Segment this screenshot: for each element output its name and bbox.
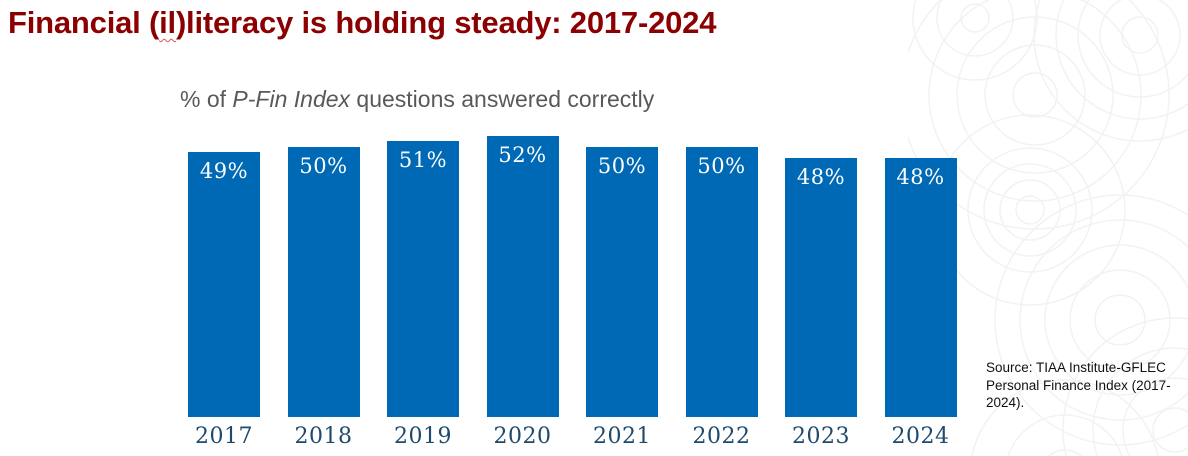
bar-2023: 48% [785,157,857,417]
x-axis-label-2020: 2020 [493,424,552,449]
x-axis-label-2021: 2021 [593,424,651,449]
bar-value-label-2024: 48% [896,164,945,189]
slide-title-misspelled-word: il [159,5,176,40]
bar-value-label-2021: 50% [597,153,647,178]
x-axis-label-2024: 2024 [891,424,950,449]
chart-subtitle-index-name: P-Fin Index [232,86,351,112]
bar-value-label-2023: 48% [796,164,846,189]
slide-title-suffix: )literacy is holding steady: 2017-2024 [175,5,717,40]
source-note: Source: TIAA Institute-GFLEC Personal Fi… [986,360,1171,411]
slide-title: Financial (il)literacy is holding steady… [8,5,716,41]
bar-2024: 48% [884,157,957,417]
bar-2022: 50% [685,146,758,417]
x-axis-label-2022: 2022 [692,424,751,449]
bar-value-label-2017: 49% [199,159,249,184]
bar-value-label-2020: 52% [498,143,547,167]
bar-value-label-2018: 50% [299,153,348,178]
bar-value-label-2022: 50% [697,153,746,178]
chart-subtitle-suffix: questions answered correctly [350,86,655,112]
bar-2021: 50% [586,146,658,417]
bar-2019: 51% [387,141,459,417]
bar-2018: 50% [287,146,360,417]
x-axis: 2017 2018 2019 2020 2021 2022 2023 2024 [188,424,957,449]
bar-value-label-2019: 51% [398,148,448,173]
chart-subtitle: % of P-Fin Index questions answered corr… [180,86,654,113]
bar-chart: 49% 50% 51% 52% 50% 50% 48% 48% [188,136,957,417]
bar-2020: 52% [486,136,559,417]
x-axis-label-2023: 2023 [792,424,850,449]
x-axis-label-2017: 2017 [195,424,253,449]
chart-subtitle-prefix: % of [180,86,233,112]
x-axis-label-2018: 2018 [294,424,353,449]
bar-2017: 49% [188,152,260,417]
slide-title-prefix: Financial ( [8,5,160,40]
x-axis-label-2019: 2019 [394,424,452,449]
